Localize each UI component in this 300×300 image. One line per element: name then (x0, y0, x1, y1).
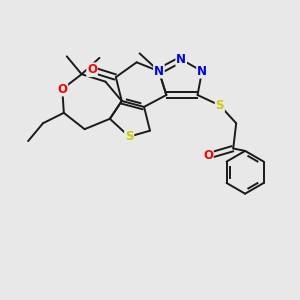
Text: O: O (87, 63, 97, 76)
Text: S: S (216, 99, 224, 112)
Text: S: S (125, 130, 134, 143)
Text: N: N (176, 53, 186, 66)
Text: O: O (203, 149, 213, 162)
Text: N: N (197, 65, 207, 78)
Text: N: N (154, 65, 164, 78)
Text: O: O (57, 82, 67, 96)
